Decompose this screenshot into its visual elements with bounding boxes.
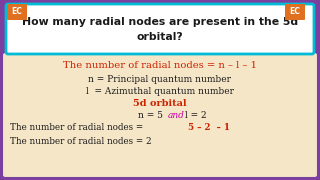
Text: l = 2: l = 2 <box>185 111 207 120</box>
FancyBboxPatch shape <box>285 4 305 20</box>
Text: l  = Azimuthal quantum number: l = Azimuthal quantum number <box>86 87 234 96</box>
FancyBboxPatch shape <box>6 4 314 54</box>
Text: and: and <box>168 111 185 120</box>
Text: EC: EC <box>290 8 300 17</box>
Text: The number of radial nodes = 2: The number of radial nodes = 2 <box>10 138 152 147</box>
FancyBboxPatch shape <box>7 4 27 20</box>
Text: EC: EC <box>12 8 22 17</box>
Text: The number of radial nodes =: The number of radial nodes = <box>10 123 146 132</box>
Text: n = 5: n = 5 <box>138 111 163 120</box>
Text: How many radial nodes are present in the 5d: How many radial nodes are present in the… <box>22 17 298 27</box>
Text: 5 – 2  – 1: 5 – 2 – 1 <box>188 123 230 132</box>
Text: n = Principal quantum number: n = Principal quantum number <box>89 75 231 84</box>
FancyBboxPatch shape <box>2 52 318 178</box>
Text: The number of radial nodes = n – l – 1: The number of radial nodes = n – l – 1 <box>63 62 257 71</box>
Text: 5d orbital: 5d orbital <box>133 98 187 107</box>
Text: orbital?: orbital? <box>137 32 183 42</box>
